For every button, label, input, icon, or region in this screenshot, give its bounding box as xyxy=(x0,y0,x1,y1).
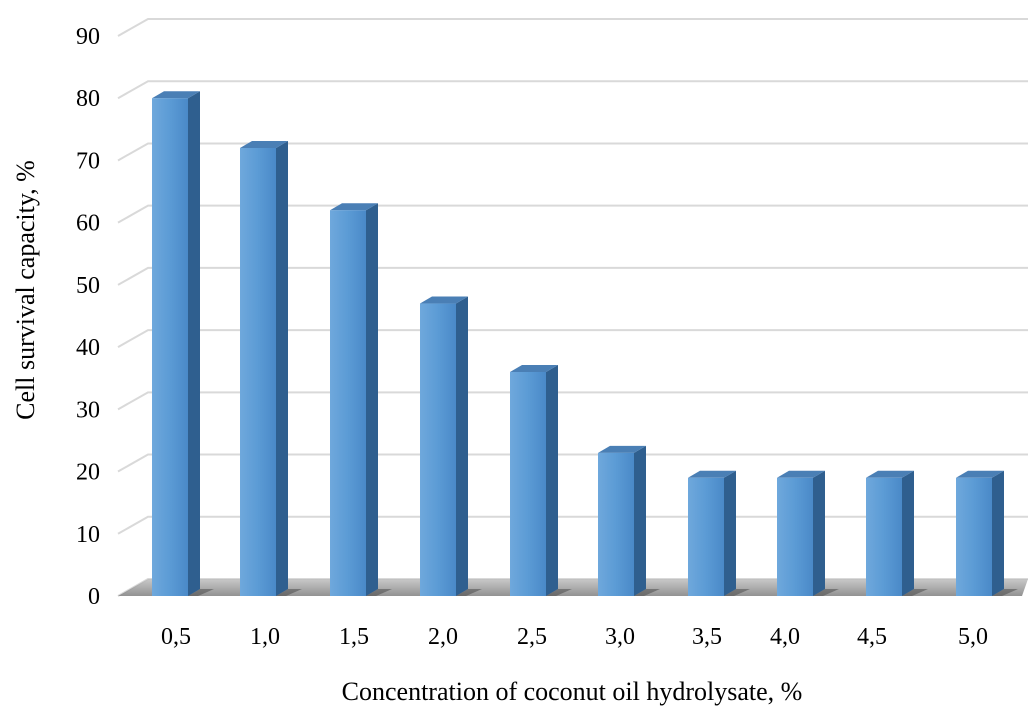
y-axis-label: Cell survival capacity, % xyxy=(11,160,40,420)
x-axis-label: Concentration of coconut oil hydrolysate… xyxy=(342,677,803,706)
bar-shadow xyxy=(366,589,392,596)
bar-shadow xyxy=(188,589,214,596)
y-axis-ticks: 0 10 20 30 40 50 60 70 80 90 xyxy=(76,24,100,610)
bar-front xyxy=(420,303,456,596)
bar-front xyxy=(330,210,366,596)
gridline-20 xyxy=(117,453,1028,473)
bar-top xyxy=(688,470,736,478)
bar-side xyxy=(546,365,558,596)
bar-top xyxy=(866,470,914,478)
bar-front xyxy=(956,477,992,596)
bar-1,0 xyxy=(240,141,302,596)
bar-shadow xyxy=(992,589,1018,596)
bar-side xyxy=(634,445,646,596)
x-tick-label: 1,5 xyxy=(339,624,369,650)
bar-top xyxy=(152,91,200,99)
bar-5,0 xyxy=(956,470,1018,596)
x-tick-label: 5,0 xyxy=(958,624,988,650)
x-tick-label: 2,5 xyxy=(517,624,547,650)
gridline-30 xyxy=(117,391,1028,411)
bar-side xyxy=(724,470,736,596)
bar-side xyxy=(992,470,1004,596)
bar-0,5 xyxy=(152,91,214,596)
bar-shadow xyxy=(724,589,750,596)
x-tick-label: 3,0 xyxy=(605,624,635,650)
bar-1,5 xyxy=(330,203,392,596)
x-tick-label: 4,0 xyxy=(770,624,800,650)
gridline-40 xyxy=(117,329,1028,348)
bar-front xyxy=(866,477,902,596)
bar-2,5 xyxy=(510,365,572,596)
bar-side xyxy=(456,296,468,596)
bar-top xyxy=(240,141,288,148)
y-tick-label: 70 xyxy=(76,148,100,174)
bar-front xyxy=(510,372,546,596)
bar-top xyxy=(510,365,558,372)
bar-4,0 xyxy=(777,470,839,596)
bar-side xyxy=(188,91,200,596)
y-tick-label: 0 xyxy=(88,584,100,610)
bar-front xyxy=(240,148,276,596)
bar-top xyxy=(330,203,378,211)
bar-3,5 xyxy=(688,470,750,596)
bar-shadow xyxy=(546,589,572,596)
y-tick-label: 60 xyxy=(76,211,100,237)
x-tick-label: 1,0 xyxy=(250,624,280,650)
gridlines xyxy=(117,18,1028,597)
y-tick-label: 20 xyxy=(76,460,100,486)
y-tick-label: 90 xyxy=(76,24,100,50)
bar-front xyxy=(152,98,188,596)
x-axis-ticks: 0,5 1,0 1,5 2,0 2,5 3,0 3,5 4,0 4,5 5,0 xyxy=(161,624,988,650)
gridline-50 xyxy=(117,266,1028,286)
bar-front xyxy=(688,477,724,596)
bar-2,0 xyxy=(420,296,482,596)
gridline-60 xyxy=(117,204,1028,224)
bar-front xyxy=(598,452,634,596)
bar-3,0 xyxy=(598,445,660,596)
bar-top xyxy=(420,296,468,304)
bar-top xyxy=(777,470,825,478)
y-tick-label: 40 xyxy=(76,335,100,361)
bar-side xyxy=(276,141,288,596)
bar-4,5 xyxy=(866,470,928,596)
bar-shadow xyxy=(634,589,660,596)
bar-shadow xyxy=(456,589,482,596)
x-tick-label: 2,0 xyxy=(428,624,458,650)
bar-shadow xyxy=(902,589,928,596)
y-tick-label: 10 xyxy=(76,522,100,548)
bars xyxy=(152,91,1018,596)
bar-shadow xyxy=(276,589,302,596)
y-tick-label: 80 xyxy=(76,86,100,112)
bar-top xyxy=(956,470,1004,478)
y-tick-label: 30 xyxy=(76,397,100,423)
bar-side xyxy=(813,470,825,596)
x-tick-label: 0,5 xyxy=(161,624,191,650)
gridline-80 xyxy=(117,80,1028,100)
bar-front xyxy=(777,477,813,596)
bar-side xyxy=(902,470,914,596)
y-tick-label: 50 xyxy=(76,273,100,299)
bar-side xyxy=(366,203,378,596)
gridline-70 xyxy=(117,142,1028,162)
gridline-90 xyxy=(117,18,1028,37)
x-tick-label: 4,5 xyxy=(857,624,887,650)
x-tick-label: 3,5 xyxy=(692,624,722,650)
bar-top xyxy=(598,445,646,453)
bar-shadow xyxy=(813,589,839,596)
